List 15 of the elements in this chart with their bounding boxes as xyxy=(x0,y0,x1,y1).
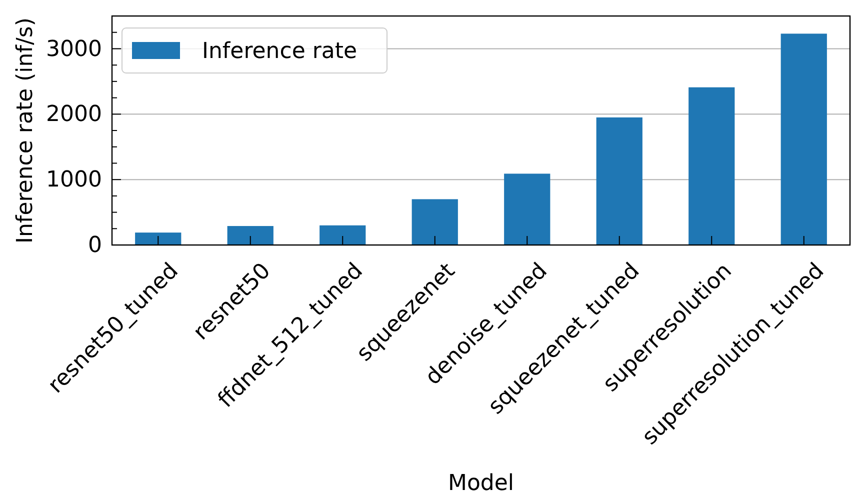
bar xyxy=(227,226,274,245)
y-tick-label: 3000 xyxy=(46,36,102,62)
y-tick-label: 0 xyxy=(88,233,102,258)
bar xyxy=(688,87,735,245)
bar xyxy=(320,225,366,245)
bar xyxy=(780,34,827,245)
bar xyxy=(412,199,458,245)
y-axis-title: Inference rate (inf/s) xyxy=(13,18,38,244)
y-tick-label: 1000 xyxy=(46,168,102,193)
bar xyxy=(504,174,550,245)
x-axis-title: Model xyxy=(448,471,514,496)
legend-label: Inference rate xyxy=(202,39,358,64)
bar xyxy=(596,117,642,245)
bar xyxy=(135,232,182,245)
y-tick-label: 2000 xyxy=(46,102,102,128)
